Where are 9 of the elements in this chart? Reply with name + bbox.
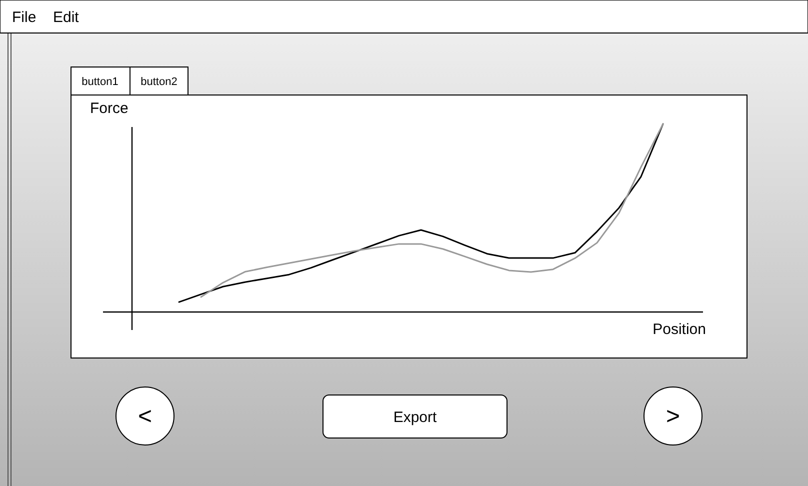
text: Edit: [53, 9, 80, 26]
text: File: [12, 9, 36, 26]
x-axis-title: Position: [652, 321, 706, 338]
text: >: [666, 403, 680, 430]
text: <: [138, 403, 152, 430]
text: Export: [393, 409, 438, 426]
y-axis-title: Force: [90, 100, 128, 117]
text: button2: [140, 76, 178, 88]
text: button1: [82, 76, 118, 88]
